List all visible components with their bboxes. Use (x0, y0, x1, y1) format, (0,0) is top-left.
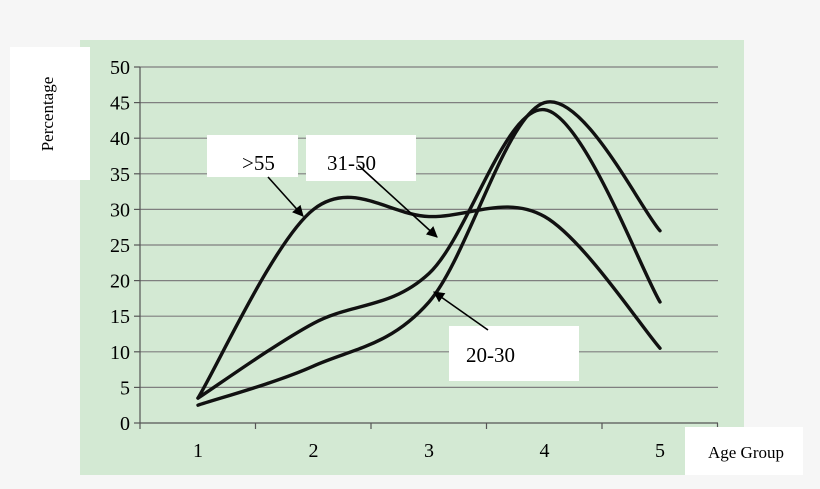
y-tick-label: 20 (110, 271, 130, 293)
series-line-2 (196, 100, 662, 407)
y-tick-label: 35 (110, 164, 130, 186)
y-tick-label: 50 (110, 57, 130, 79)
y-tick-label: 10 (110, 342, 130, 364)
callout-box (306, 135, 416, 181)
plot-background (80, 40, 744, 475)
callout-label: 31-50 (327, 151, 376, 175)
callout-label: >55 (242, 151, 275, 175)
y-tick-label: 5 (120, 377, 130, 399)
callout-arrow (357, 164, 438, 238)
x-tick-label: 4 (540, 440, 550, 462)
callout-arrow (433, 291, 489, 331)
annotations: >55 31-50 20-30 (207, 135, 579, 381)
y-tick-label: 30 (110, 199, 130, 221)
x-axis-title: Age Group (708, 443, 784, 462)
y-tick-label: 15 (110, 306, 130, 328)
callout-box (449, 326, 579, 381)
y-tick-label: 25 (110, 235, 130, 257)
series-line-1 (196, 108, 662, 400)
xlabel-box (685, 427, 803, 475)
x-tick-label: 3 (424, 440, 434, 462)
callout-box (207, 135, 298, 177)
x-tick-label: 2 (309, 440, 319, 462)
y-tick-label: 40 (110, 128, 130, 150)
callout-arrow (267, 176, 304, 217)
x-tick-label: 1 (193, 440, 203, 462)
series-line-0 (196, 195, 662, 400)
x-tick-label: 5 (655, 440, 665, 462)
y-tick-label: 45 (110, 93, 130, 115)
callout-label: 20-30 (466, 343, 515, 367)
ylabel-box (10, 47, 90, 180)
y-tick-label: 0 (120, 413, 130, 435)
series-lines (196, 100, 662, 407)
y-axis-title: Percentage (38, 77, 57, 152)
